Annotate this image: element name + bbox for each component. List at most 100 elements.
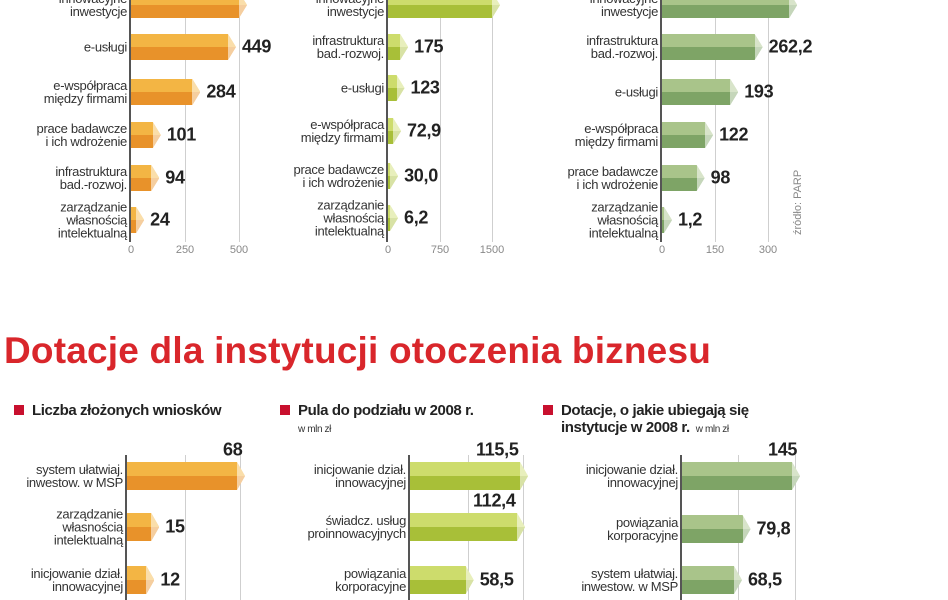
value-label: 30,0: [404, 165, 438, 186]
legend-marker: [280, 405, 290, 415]
category-label: prace badawcze i ich wdrożenie: [36, 121, 128, 149]
bar-bottom-face: [131, 92, 200, 105]
legend-marker: [14, 405, 24, 415]
chart-title-text: Dotacje, o jakie ubiegają się: [561, 402, 749, 419]
source-note: źródło: PARP: [792, 169, 804, 235]
gridline: [768, 0, 769, 242]
x-tick-label: 0: [384, 244, 392, 256]
chart-title-text: Pula do podziału w 2008 r.: [298, 402, 474, 419]
bar-bottom-face: [662, 5, 797, 18]
y-axis-line: [660, 0, 662, 242]
bar: [410, 566, 474, 594]
y-axis-line: [129, 0, 131, 242]
bar-top-face: [682, 515, 751, 529]
bar-top-face: [127, 513, 159, 527]
value-label: 68,5: [747, 569, 782, 590]
bar-bottom-face: [388, 5, 500, 18]
bar-end-cap: [743, 515, 751, 543]
bar: [682, 515, 751, 543]
category-label: inicjowanie dział. innowacyjnej: [30, 566, 123, 594]
chart-title: Dotacje, o jakie ubiegają się instytucje …: [543, 402, 749, 438]
bar-end-cap: [520, 462, 528, 490]
bar: [662, 165, 705, 191]
bar-bottom-face: [131, 5, 247, 18]
bar: [410, 462, 528, 490]
bar-top-face: [682, 566, 742, 580]
bar-top-face: [410, 513, 525, 527]
category-label: e-usługi: [340, 80, 384, 96]
bar-end-cap: [705, 122, 713, 148]
value-label: 12: [160, 569, 180, 590]
gridline: [795, 455, 796, 600]
bar-end-cap: [390, 205, 398, 231]
bar: [131, 0, 247, 18]
value-label: 122: [719, 124, 749, 145]
bar-end-cap: [153, 122, 161, 148]
category-label: świadcz. usług proinnowacyjnych: [307, 513, 406, 541]
value-label: 79,8: [756, 518, 791, 539]
bar-top-face: [131, 34, 236, 47]
bar: [682, 462, 800, 490]
unit-label: w mln zł: [298, 424, 331, 435]
value-label: 123: [410, 77, 440, 98]
category-label: system ułatwiaj. inwestow. w MSP: [26, 462, 123, 490]
x-tick-label: 500: [229, 244, 249, 256]
value-label: 284: [206, 81, 236, 102]
value-label: 58,5: [479, 569, 514, 590]
bar-end-cap: [136, 207, 144, 233]
category-label: infrastruktura bad.-rozwoj.: [312, 33, 384, 61]
category-label: inicjowanie dział. innowacyjnej: [585, 462, 678, 490]
bar-top-face: [127, 462, 245, 476]
category-label: e-współpraca między firmami: [574, 121, 659, 149]
bar-bottom-face: [662, 178, 705, 191]
x-tick-label: 250: [175, 244, 195, 256]
bar-end-cap: [393, 118, 401, 144]
bar-top-face: [410, 566, 474, 580]
value-label: 145: [768, 439, 798, 460]
category-label: infrastruktura bad.-rozwoj.: [55, 164, 127, 192]
value-label: 72,9: [407, 120, 441, 141]
bar-end-cap: [697, 165, 705, 191]
y-axis-line: [680, 455, 682, 600]
bar: [388, 34, 408, 60]
bar-end-cap: [239, 0, 247, 18]
category-label: prace badawcze i ich wdrożenie: [567, 164, 659, 192]
bar-bottom-face: [662, 92, 738, 105]
bar-bottom-face: [127, 476, 245, 490]
bar-top-face: [682, 462, 800, 476]
bar-bottom-face: [410, 527, 525, 541]
bar-top-face: [410, 462, 528, 476]
bar-bottom-face: [662, 47, 763, 60]
bar: [127, 462, 245, 490]
bar-end-cap: [397, 75, 405, 101]
category-label: system ułatwiaj. inwestow. w MSP: [581, 566, 678, 594]
bar-bottom-face: [410, 476, 528, 490]
main-title: Dotacje dla instytucji otoczenia biznesu: [4, 330, 712, 371]
x-tick-label: 0: [127, 244, 135, 256]
category-label: inicjowanie dział. innowacyjnej: [313, 462, 406, 490]
x-tick-label: 0: [658, 244, 666, 256]
bar-end-cap: [466, 566, 474, 594]
bar-top-face: [388, 0, 500, 5]
category-label: e-usługi: [614, 84, 658, 100]
bar-end-cap: [151, 165, 159, 191]
chart-title: Liczba złożonych wniosków: [14, 402, 222, 419]
bar-end-cap: [492, 0, 500, 18]
bar-top-face: [662, 122, 713, 135]
bar-bottom-face: [682, 529, 751, 543]
y-axis-line: [408, 455, 410, 600]
value-label: 94: [165, 167, 185, 188]
bar-end-cap: [146, 566, 154, 594]
legend-marker: [543, 405, 553, 415]
bar: [131, 165, 159, 191]
bar-end-cap: [792, 462, 800, 490]
bar-end-cap: [755, 34, 763, 60]
bar-top-face: [662, 165, 705, 178]
category-label: e-usługi: [83, 39, 127, 55]
value-label: 101: [166, 124, 196, 145]
value-label: 98: [710, 167, 731, 188]
bar-bottom-face: [127, 527, 159, 541]
category-label: zarządzanie własnością intelektualną: [53, 506, 123, 548]
bar: [388, 205, 398, 231]
bar-end-cap: [789, 0, 797, 18]
